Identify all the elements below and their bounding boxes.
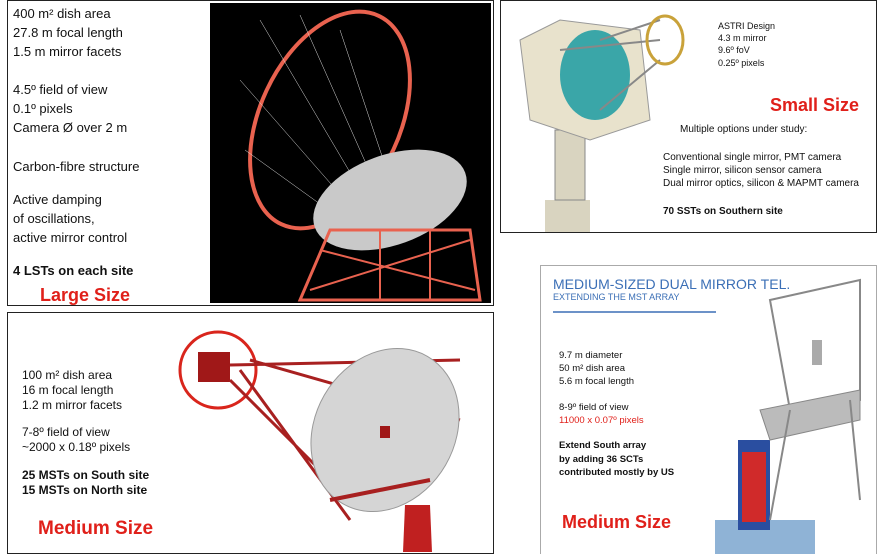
spec-line: 70 SSTs on Southern site bbox=[663, 206, 783, 217]
spec-line: 1.5 m mirror facets bbox=[13, 43, 122, 59]
sct-illustration bbox=[553, 278, 861, 554]
spec-line: 4 LSTs on each site bbox=[13, 262, 134, 278]
spec-line: 27.8 m focal length bbox=[13, 24, 123, 40]
panel-border bbox=[7, 0, 494, 306]
spec-line: 0.1º pixels bbox=[13, 100, 73, 116]
spec-line: 16 m focal length bbox=[22, 383, 114, 398]
spec-line: ~2000 x 0.18º pixels bbox=[22, 440, 131, 455]
spec-line: Dual mirror optics, silicon & MAPMT came… bbox=[663, 178, 859, 189]
spec-line: Conventional single mirror, PMT camera bbox=[663, 152, 842, 163]
spec-line: 7-8º field of view bbox=[22, 425, 110, 440]
design-line: ASTRI Design bbox=[718, 20, 776, 31]
spec-line: 400 m² dish area bbox=[13, 5, 111, 21]
spec-line: Active damping bbox=[13, 191, 102, 207]
design-line: 4.3 m mirror bbox=[718, 32, 767, 43]
spec-line: Carbon-fibre structure bbox=[13, 158, 140, 174]
spec-line: Multiple options under study: bbox=[680, 124, 808, 135]
spec-line: by adding 36 SCTs bbox=[559, 454, 644, 466]
spec-line: 25 MSTs on South site bbox=[22, 468, 150, 483]
spec-line: Single mirror, silicon sensor camera bbox=[663, 165, 822, 176]
spec-line: Extend South array bbox=[559, 440, 647, 452]
spec-line: 15 MSTs on North site bbox=[22, 483, 148, 498]
size-label: Large Size bbox=[40, 284, 131, 305]
spec-line: active mirror control bbox=[13, 229, 128, 245]
design-line: 9.6º foV bbox=[718, 44, 750, 55]
spec-line: 8-9º field of view bbox=[559, 402, 629, 414]
spec-line: 5.6 m focal length bbox=[559, 376, 634, 388]
size-label: Medium Size bbox=[562, 511, 672, 532]
sst-illustration bbox=[519, 14, 685, 232]
spec-line: 11000 x 0.07º pixels bbox=[559, 415, 644, 427]
size-label: Small Size bbox=[770, 94, 860, 115]
spec-line: contributed mostly by US bbox=[559, 467, 675, 479]
spec-line: Camera Ø over 2 m bbox=[13, 119, 128, 135]
panel-title: MEDIUM-SIZED DUAL MIRROR TEL. bbox=[553, 275, 791, 292]
spec-line: 1.2 m mirror facets bbox=[22, 398, 123, 413]
mst-illustration bbox=[178, 330, 461, 552]
spec-line: 9.7 m diameter bbox=[559, 350, 623, 362]
spec-line: 100 m² dish area bbox=[22, 368, 113, 383]
lst-illustration bbox=[210, 3, 491, 303]
spec-line: 4.5º field of view bbox=[13, 81, 108, 97]
panel-subtitle: EXTENDING THE MST ARRAY bbox=[553, 291, 680, 302]
size-label: Medium Size bbox=[38, 517, 154, 539]
design-line: 0.25º pixels bbox=[718, 57, 765, 68]
spec-line: of oscillations, bbox=[13, 210, 95, 226]
spec-line: 50 m² dish area bbox=[559, 363, 626, 375]
